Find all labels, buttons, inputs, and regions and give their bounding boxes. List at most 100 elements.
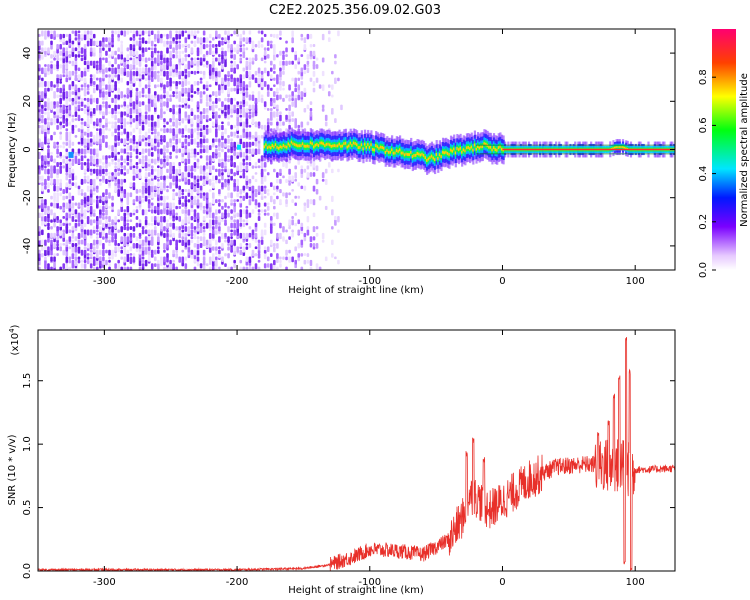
spectrogram-noise-cell	[50, 178, 53, 185]
spectrogram-noise-cell	[215, 81, 218, 86]
spectrogram-noise-cell	[44, 216, 47, 222]
spectrogram-noise-cell	[260, 236, 264, 240]
spectrogram-noise-cell	[172, 141, 175, 145]
spectrogram-noise-cell	[175, 216, 178, 221]
spectrogram-noise-cell	[205, 202, 209, 209]
snr-scale-label: (x104)	[8, 324, 21, 355]
spectrogram-noise-cell	[205, 37, 209, 43]
spectrogram-noise-cell	[150, 249, 154, 254]
spectrogram-noise-cell	[178, 30, 182, 35]
spectrogram-noise-cell	[196, 249, 200, 256]
spectrogram-noise-cell	[59, 145, 62, 148]
spectrogram-noise-cell	[80, 148, 84, 155]
spectrogram-noise-cell	[187, 43, 191, 49]
spectrogram-noise-cell	[245, 222, 249, 226]
spectrogram-noise-cell	[279, 30, 282, 36]
spectrogram-signal-cell	[335, 144, 338, 148]
spectrogram-signal-cell	[386, 149, 389, 153]
spectrogram-noise-cell	[276, 77, 279, 84]
spectrogram-noise-cell	[135, 114, 139, 122]
spectrogram-noise-cell	[218, 84, 221, 91]
spectrogram-noise-cell	[227, 108, 230, 114]
spectrogram-noise-cell	[187, 135, 191, 139]
spectrogram-noise-cell	[242, 209, 246, 215]
spectrogram-noise-cell	[327, 37, 331, 43]
spectrogram-noise-cell	[160, 209, 163, 215]
spectrogram-noise-cell	[114, 97, 117, 104]
spectrogram-noise-cell	[233, 182, 236, 188]
spectrogram-noise-cell	[233, 259, 236, 264]
spectrogram-noise-cell	[157, 50, 160, 54]
spectrogram-noise-cell	[273, 54, 276, 61]
spectrogram-noise-cell	[285, 178, 288, 184]
spectrogram-noise-cell	[160, 141, 163, 145]
spectrogram-noise-cell	[144, 182, 148, 188]
spectrogram-noise-cell	[297, 182, 301, 187]
spectrogram-noise-cell	[163, 155, 166, 159]
spectrogram-noise-cell	[224, 253, 227, 257]
spectrogram-noise-cell	[163, 84, 166, 90]
snr-x-tick-label: -200	[226, 577, 249, 588]
spectrogram-noise-cell	[151, 270, 154, 274]
spectrogram-noise-cell	[266, 118, 270, 123]
spectrogram-noise-cell	[208, 182, 212, 186]
spectrogram-noise-cell	[163, 40, 166, 47]
spectrogram-noise-cell	[160, 101, 163, 108]
spectrogram-noise-cell	[309, 259, 313, 266]
spectrogram-noise-cell	[239, 138, 243, 145]
spectrogram-noise-cell	[144, 209, 148, 216]
spectrogram-noise-cell	[260, 229, 264, 237]
spectrogram-noise-cell	[105, 141, 108, 148]
spectrogram-noise-cell	[86, 219, 90, 225]
spectrogram-noise-cell	[150, 121, 154, 127]
spectrogram-noise-cell	[251, 165, 255, 169]
spectrogram-noise-cell	[245, 148, 249, 154]
spectrogram-noise-cell	[291, 216, 294, 219]
spectrogram-noise-cell	[89, 111, 93, 117]
spectrogram-noise-cell	[187, 239, 191, 246]
spectrogram-noise-cell	[239, 266, 243, 270]
spectrogram-noise-cell	[291, 175, 294, 182]
spectrogram-noise-cell	[163, 158, 166, 163]
spectrogram-noise-cell	[294, 94, 297, 99]
spectrogram-noise-cell	[123, 266, 127, 270]
spectrogram-signal-cell	[269, 146, 273, 150]
spectrogram-noise-cell	[108, 236, 111, 240]
spectrogram-noise-cell	[181, 118, 185, 124]
spectrogram-noise-cell	[92, 178, 96, 184]
spectrogram-noise-cell	[105, 43, 108, 48]
spectrogram-noise-cell	[273, 199, 276, 205]
spectrogram-noise-cell	[83, 138, 87, 145]
spectrogram-noise-cell	[233, 239, 236, 246]
spectrogram-noise-cell	[95, 175, 99, 180]
spectrogram-noise-cell	[105, 91, 108, 95]
spectrogram-noise-cell	[184, 145, 188, 150]
spectrogram-noise-cell	[71, 216, 75, 222]
spectrogram-noise-cell	[175, 118, 178, 124]
colorbar-tick-label: 0.2	[698, 214, 709, 230]
spectrogram-noise-cell	[129, 30, 133, 34]
spectrogram-noise-cell	[285, 256, 288, 261]
spectrogram-noise-cell	[80, 239, 84, 245]
spectrogram-noise-cell	[208, 219, 212, 226]
spectrogram-noise-cell	[123, 111, 127, 116]
spectrogram-noise-cell	[157, 30, 160, 35]
spectrogram-noise-cell	[102, 64, 105, 70]
spectrogram-noise-cell	[306, 253, 310, 258]
spectrogram-noise-cell	[50, 239, 53, 245]
colorbar-tick-label: 0.4	[698, 166, 709, 182]
spectrogram-noise-cell	[68, 266, 72, 270]
spectrogram-noise-cell	[218, 253, 221, 259]
spectrogram-noise-cell	[205, 138, 209, 144]
spectrogram-noise-cell	[38, 175, 41, 180]
spectrogram-noise-cell	[254, 189, 258, 193]
spectrogram-noise-cell	[147, 74, 151, 81]
spectrogram-noise-cell	[178, 185, 182, 190]
spectrogram-noise-cell	[123, 246, 127, 252]
spectrogram-noise-cell	[117, 111, 120, 115]
spectrogram-noise-cell	[126, 199, 130, 206]
spectrogram-noise-cell	[202, 91, 206, 95]
spectrogram-noise-cell	[102, 135, 105, 140]
spectrogram-noise-cell	[135, 155, 139, 159]
